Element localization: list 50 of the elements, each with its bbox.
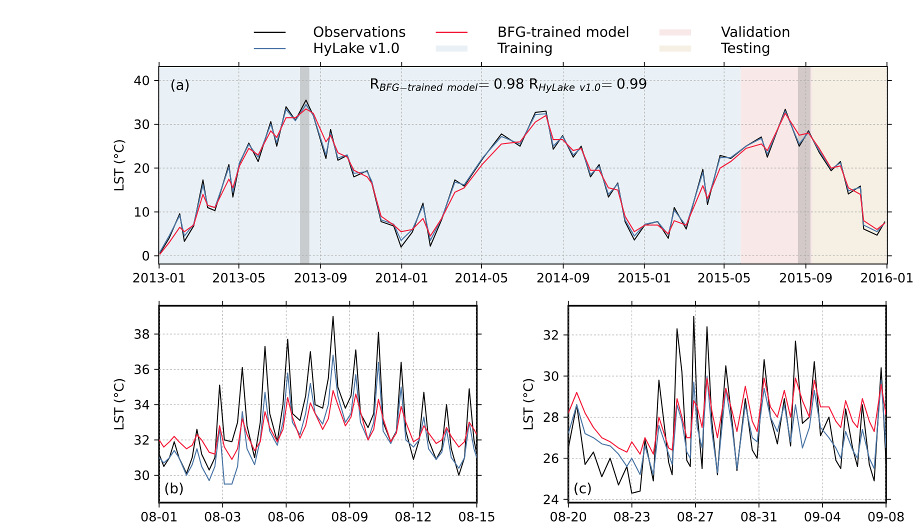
y-axis-title: LST (°C): [523, 378, 534, 430]
y-tick-label: 28: [544, 412, 558, 422]
y-tick-label: 36: [134, 364, 150, 374]
annotation: $\mathrm{R}_{\mathit{BFG-trained\ model}}\mathrm{=0.98\ R}_{\mathit{HyLake\ v1.0}}\mathrm{=0.99}$: [371, 78, 646, 93]
y-tick-label: 20: [134, 163, 150, 173]
y-tick-label: 30: [134, 470, 150, 480]
x-tick-label: 09-08: [868, 512, 904, 522]
x-tick-label: 2013-09: [294, 272, 346, 283]
y-tick-label: 38: [134, 329, 150, 339]
x-tick-label: 08-12: [395, 512, 431, 522]
annotation: (a): [171, 79, 189, 92]
x-tick-label: 08-01: [141, 512, 177, 522]
x-tick-label: 08-09: [332, 512, 368, 522]
x-tick-label: 08-15: [459, 512, 494, 522]
y-tick-label: 40: [134, 76, 150, 86]
y-tick-label: 26: [544, 453, 558, 464]
y-tick-label: 30: [134, 119, 150, 130]
legend-label: HyLake v1.0: [314, 42, 399, 56]
y-axis-title: LST (°C): [114, 140, 126, 190]
x-tick-label: 2013-05: [213, 272, 264, 283]
y-axis-title: LST (°C): [114, 379, 126, 430]
x-tick-label: 2013-01: [133, 272, 185, 283]
y-tick-label: 0: [142, 250, 150, 261]
y-tick-label: 32: [134, 435, 149, 445]
legend-label: Observations: [314, 26, 406, 37]
y-tick-label: 24: [544, 494, 558, 504]
x-tick-label: 09-04: [804, 512, 840, 522]
x-tick-label: 2016-01: [861, 272, 913, 283]
x-tick-label: 2015-01: [618, 272, 670, 283]
y-tick-label: 32: [544, 330, 558, 340]
x-tick-label: 2015-09: [780, 272, 832, 283]
legend-label: Validation: [721, 26, 790, 37]
x-tick-label: 08-27: [678, 512, 713, 522]
x-tick-label: 2014-09: [537, 272, 590, 283]
x-tick-label: 08-23: [614, 512, 650, 522]
x-tick-label: 08-20: [550, 512, 586, 522]
legend-label: Testing: [720, 42, 770, 56]
x-tick-label: 2015-05: [698, 272, 750, 283]
annotation: (b): [165, 482, 183, 496]
legend-label: BFG-trained model: [498, 26, 628, 37]
legend-label: Training: [497, 42, 552, 56]
x-tick-label: 08-03: [204, 512, 240, 522]
annotation: (c): [574, 482, 591, 496]
x-tick-label: 2014-05: [456, 272, 508, 283]
x-tick-label: 08-31: [741, 512, 776, 522]
x-tick-label: 08-06: [268, 512, 304, 522]
x-tick-label: 2014-01: [376, 272, 428, 283]
y-tick-label: 34: [134, 400, 150, 410]
y-tick-label: 30: [544, 371, 558, 381]
y-tick-label: 10: [134, 207, 150, 217]
